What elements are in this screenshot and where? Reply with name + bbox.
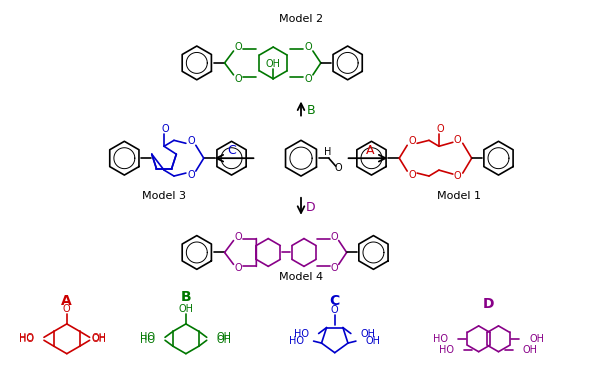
Text: O: O (235, 231, 242, 242)
Text: C: C (227, 144, 236, 157)
Text: O: O (235, 74, 242, 84)
Text: OH: OH (529, 334, 544, 344)
Text: O: O (408, 170, 416, 180)
Text: HO: HO (19, 333, 34, 343)
Text: OH: OH (92, 334, 107, 344)
Text: O: O (331, 231, 338, 242)
Text: Model 1: Model 1 (437, 191, 481, 201)
Text: HO: HO (19, 334, 34, 344)
Text: HO: HO (439, 345, 455, 355)
Text: O: O (304, 74, 312, 84)
Text: OH: OH (366, 336, 381, 346)
Text: O: O (454, 135, 462, 145)
Text: H: H (324, 147, 332, 157)
Text: O: O (331, 263, 338, 273)
Text: OH: OH (92, 333, 107, 343)
Text: O: O (436, 124, 444, 134)
Text: O: O (335, 163, 343, 173)
Text: O: O (331, 305, 338, 315)
Text: D: D (306, 201, 315, 214)
Text: O: O (304, 42, 312, 52)
Text: OH: OH (217, 332, 232, 342)
Text: Model 3: Model 3 (142, 191, 186, 201)
Text: HO: HO (294, 328, 309, 338)
Text: HO: HO (140, 335, 155, 345)
Text: C: C (330, 294, 340, 308)
Text: A: A (366, 144, 374, 157)
Text: B: B (306, 104, 315, 117)
Text: OH: OH (217, 335, 232, 345)
Text: OH: OH (361, 328, 376, 338)
Text: Model 2: Model 2 (279, 14, 323, 24)
Text: HO: HO (140, 332, 155, 342)
Text: O: O (63, 304, 70, 314)
Text: HO: HO (289, 336, 303, 346)
Text: D: D (483, 297, 494, 311)
Text: O: O (161, 124, 169, 134)
Text: A: A (61, 294, 72, 308)
Text: HO: HO (433, 334, 448, 344)
Text: O: O (454, 171, 462, 181)
Text: OH: OH (178, 304, 193, 314)
Text: Model 4: Model 4 (279, 272, 323, 282)
Text: B: B (181, 290, 191, 304)
Text: O: O (408, 136, 416, 146)
Text: O: O (235, 263, 242, 273)
Text: O: O (187, 136, 194, 146)
Text: O: O (235, 42, 242, 52)
Text: O: O (187, 170, 194, 180)
Text: OH: OH (523, 345, 538, 355)
Text: OH: OH (265, 59, 281, 69)
